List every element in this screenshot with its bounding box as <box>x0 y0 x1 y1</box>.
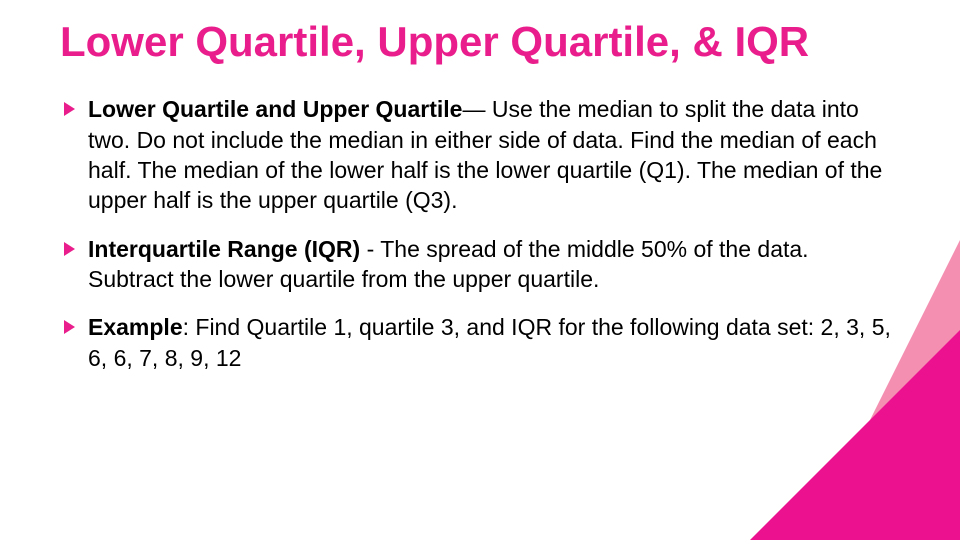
slide: Lower Quartile, Upper Quartile, & IQR Lo… <box>0 0 960 540</box>
corner-decoration-dark <box>750 330 960 540</box>
bullet-lead: Lower Quartile and Upper Quartile <box>88 96 462 122</box>
bullet-item: Interquartile Range (IQR) - The spread o… <box>60 234 900 295</box>
slide-title: Lower Quartile, Upper Quartile, & IQR <box>60 18 900 66</box>
bullet-lead: Example <box>88 314 183 340</box>
bullet-item: Lower Quartile and Upper Quartile— Use t… <box>60 94 900 215</box>
bullet-lead: Interquartile Range (IQR) <box>88 236 360 262</box>
